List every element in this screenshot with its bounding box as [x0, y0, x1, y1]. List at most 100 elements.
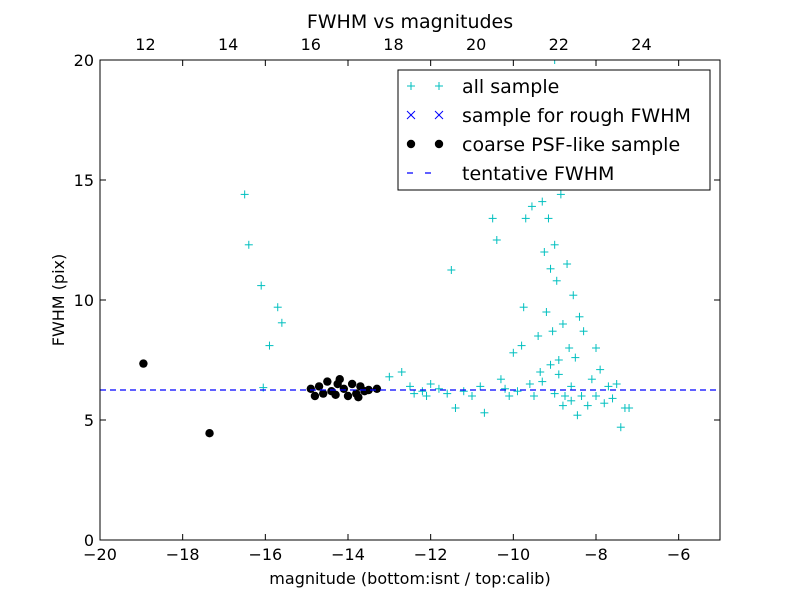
- all-sample-point: [542, 308, 551, 316]
- x-tick-label: −18: [166, 545, 200, 564]
- all-sample-point: [596, 365, 605, 374]
- psf-like-point: [347, 379, 357, 389]
- legend-marker-circle: [434, 139, 444, 149]
- all-sample-point: [422, 392, 431, 400]
- x-axis-label: magnitude (bottom:isnt / top:calib): [269, 569, 550, 588]
- legend: all sample sample for rough FWHM coarse …: [397, 69, 711, 191]
- all-sample-point: [265, 341, 274, 350]
- top-x-tick-label: 18: [383, 35, 403, 54]
- all-sample-point: [447, 266, 456, 274]
- all-sample-point: [277, 318, 286, 327]
- all-sample-point: [496, 375, 505, 384]
- all-sample-point: [513, 387, 522, 396]
- top-x-tick-label: 20: [466, 35, 486, 54]
- all-sample-point: [558, 401, 567, 410]
- psf-like-point: [314, 382, 324, 391]
- top-x-tick-label: 12: [135, 35, 155, 54]
- all-sample-point: [492, 236, 501, 244]
- psf-like-point: [339, 384, 349, 393]
- y-axis-label: FWHM (pix): [49, 254, 68, 347]
- tick-layer: −20 −18 −16 −14 −12 −10 −8 −6 12 14 16 18 20 22 24 0 5 10…: [74, 35, 720, 564]
- x-tick-label: −10: [496, 545, 530, 564]
- all-sample-point: [505, 392, 514, 400]
- all-sample-point: [468, 392, 476, 400]
- all-sample-point: [538, 197, 547, 206]
- legend-marker-plus: [435, 82, 443, 90]
- all-sample-point: [488, 214, 497, 223]
- all-sample-point: [418, 387, 427, 396]
- all-sample-point: [548, 327, 557, 336]
- x-tick-label: −14: [331, 545, 365, 564]
- all-sample-point: [534, 332, 543, 340]
- x-tick-label: −20: [83, 545, 117, 564]
- all-sample-point: [521, 214, 530, 223]
- all-sample-point: [554, 370, 563, 379]
- all-sample-point: [587, 375, 596, 384]
- all-sample-point: [544, 214, 553, 223]
- top-x-tick-label: 14: [218, 35, 238, 54]
- legend-markers: [406, 82, 444, 174]
- all-sample-point: [538, 377, 547, 386]
- legend-marker-x: [434, 110, 444, 120]
- all-sample-point: [554, 356, 563, 364]
- all-sample-point: [565, 344, 574, 352]
- all-sample-point: [546, 360, 555, 369]
- all-sample-point: [410, 389, 419, 398]
- psf-like-point: [364, 385, 373, 395]
- all-sample-point: [625, 404, 634, 412]
- legend-label-all-sample: all sample: [462, 76, 559, 98]
- psf-like-point: [333, 379, 342, 389]
- x-tick-label: −16: [248, 545, 282, 564]
- top-x-tick-label: 16: [301, 35, 321, 54]
- all-sample-point: [459, 387, 468, 396]
- all-sample-point: [550, 389, 559, 398]
- psf-like-point: [139, 359, 148, 368]
- all-sample-point: [546, 264, 555, 273]
- all-sample-point: [552, 276, 561, 285]
- all-sample-point: [592, 392, 600, 400]
- plot-frame: [99, 59, 721, 541]
- all-sample-point: [583, 401, 592, 410]
- psf-like-point: [331, 390, 340, 399]
- all-sample-point: [244, 240, 253, 249]
- plot-area: [100, 60, 720, 438]
- legend-label-tentative-fwhm: tentative FWHM: [462, 163, 614, 185]
- all-sample-point: [451, 404, 460, 412]
- all-sample-point: [536, 368, 545, 376]
- all-sample-point: [561, 392, 569, 400]
- all-sample-point: [385, 372, 394, 381]
- all-sample-point: [434, 384, 443, 393]
- psf-like-point: [343, 391, 353, 401]
- all-sample-point: [527, 202, 536, 211]
- y-tick-label: 15: [74, 171, 94, 190]
- all-sample-point: [273, 303, 282, 312]
- all-sample-point: [612, 380, 621, 388]
- psf-like-point: [354, 393, 363, 402]
- all-sample-point: [530, 392, 538, 400]
- all-sample-point: [480, 408, 489, 417]
- top-x-tick-label: 22: [549, 35, 569, 54]
- all-sample-point: [573, 411, 582, 420]
- x-tick-label: −12: [414, 545, 448, 564]
- all-sample-point: [604, 382, 613, 391]
- all-sample-point: [556, 190, 565, 199]
- legend-marker-x: [406, 110, 416, 120]
- x-tick-label: −8: [584, 545, 608, 564]
- psf-like-point: [372, 384, 382, 393]
- top-x-tick-label: 24: [631, 35, 651, 54]
- y-tick-label: 10: [74, 291, 94, 310]
- psf-like-point: [319, 389, 328, 398]
- all-sample-point: [616, 423, 625, 432]
- psf-like-point: [205, 429, 214, 438]
- y-tick-label: 0: [84, 531, 94, 550]
- all-sample-point: [567, 382, 576, 391]
- all-sample-point: [476, 382, 485, 391]
- psf-like-point: [310, 391, 320, 401]
- all-sample-point: [600, 399, 609, 408]
- all-sample-point: [575, 312, 584, 321]
- legend-label-rough-fwhm: sample for rough FWHM: [462, 105, 691, 127]
- all-sample-point: [563, 260, 572, 268]
- all-sample-point: [501, 384, 510, 393]
- all-sample-point: [509, 348, 518, 357]
